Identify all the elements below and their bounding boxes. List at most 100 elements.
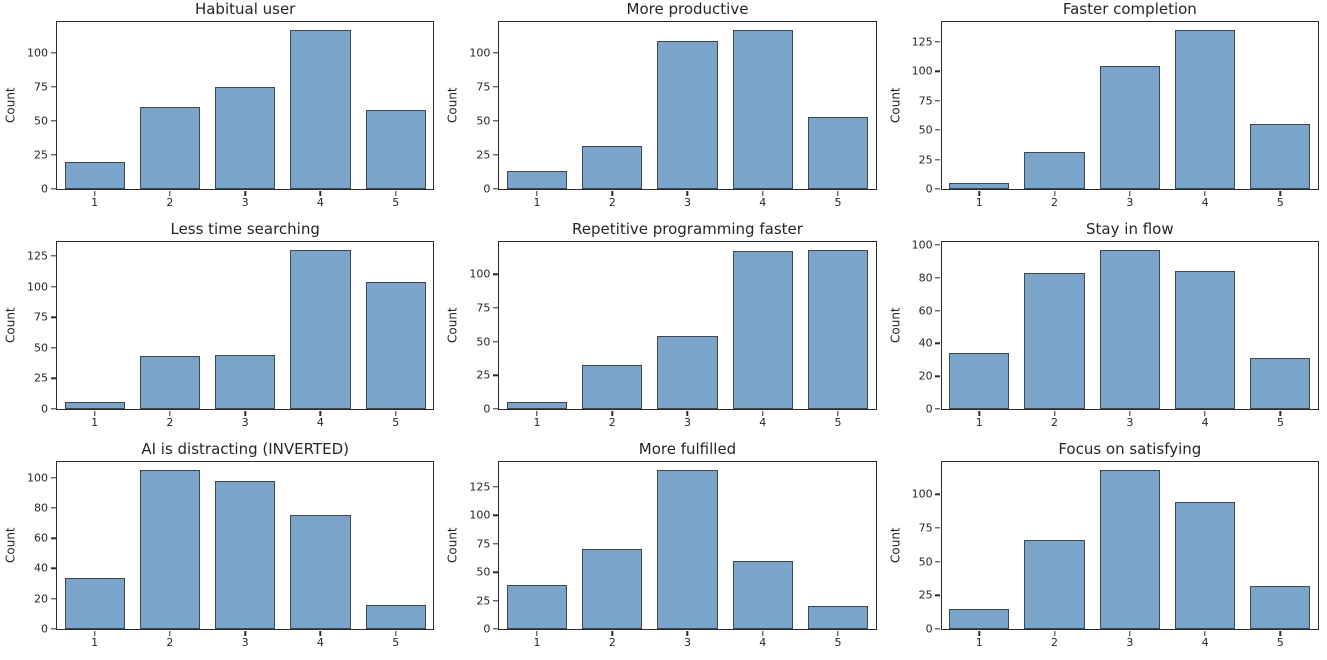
bar-category-1 (949, 353, 1010, 409)
y-tick-mark (50, 316, 56, 318)
x-tick-mark (837, 630, 839, 636)
bar-category-3 (657, 469, 718, 629)
y-axis-label: Count (3, 527, 18, 564)
bar-category-5 (1250, 124, 1311, 189)
bar-category-5 (807, 116, 869, 189)
x-tick-mark (536, 630, 538, 636)
bar-category-5 (1250, 585, 1311, 629)
y-tick-mark (50, 86, 56, 88)
y-tick-mark (492, 408, 498, 410)
x-tick-label: 5 (834, 196, 842, 209)
y-tick-label: 20 (918, 369, 933, 383)
x-tick-mark (978, 410, 980, 416)
y-tick-mark (492, 543, 498, 545)
bar-category-2 (139, 107, 200, 189)
x-tick-mark (1129, 630, 1131, 636)
bar-category-5 (365, 110, 426, 189)
plot-area: 0 20 40 60 80 100 1 2 3 4 5 (912, 240, 1319, 428)
chart-title: Habitual user (194, 0, 296, 18)
x-tick-mark (837, 410, 839, 416)
y-tick-label: 50 (476, 114, 491, 128)
x-tick-label: 4 (759, 636, 767, 649)
bar-category-2 (1024, 540, 1085, 629)
y-tick-mark (935, 158, 941, 161)
x-tick-mark (169, 410, 171, 416)
bar-category-2 (582, 549, 643, 629)
y-tick-label: 50 (918, 555, 933, 569)
bar-category-5 (365, 281, 426, 409)
x-tick-label: 4 (1201, 196, 1209, 209)
y-tick-label: 100 (911, 487, 933, 501)
x-tick-mark (169, 190, 171, 196)
x-tick-mark (319, 190, 322, 196)
y-tick-label: 25 (476, 148, 491, 162)
x-tick-label: 4 (316, 636, 324, 649)
y-tick-mark (50, 628, 56, 630)
x-tick-mark (536, 190, 538, 196)
y-axis-label: Count (3, 307, 18, 344)
x-tick-label: 3 (683, 636, 691, 649)
bar-category-3 (1099, 66, 1160, 189)
x-tick-mark (762, 410, 764, 416)
subplot-more-fulfilled: More fulfilled Count 0 25 50 75 100 125 1 2 3 4 5 (442, 440, 884, 660)
y-axis-label: Count (445, 527, 460, 564)
y-tick-mark (492, 628, 498, 630)
y-tick-mark (50, 154, 56, 156)
y-tick-label: 75 (476, 80, 491, 94)
x-tick-mark (1129, 190, 1131, 196)
x-tick-label: 5 (1276, 416, 1284, 429)
bar-category-2 (582, 364, 643, 409)
x-tick-mark (319, 630, 322, 636)
x-tick-mark (1279, 190, 1282, 196)
x-tick-mark (978, 630, 980, 636)
x-tick-label: 5 (392, 196, 400, 209)
x-tick-mark (394, 190, 397, 196)
x-tick-label: 4 (1201, 636, 1209, 649)
x-tick-label: 5 (392, 636, 400, 649)
x-tick-mark (1204, 410, 1206, 416)
y-tick-label: 25 (918, 153, 933, 167)
y-tick-label: 0 (41, 182, 48, 196)
y-tick-mark (935, 309, 941, 312)
y-tick-mark (935, 342, 941, 345)
y-tick-mark (50, 567, 56, 570)
bar-category-1 (506, 171, 568, 189)
y-tick-mark (935, 628, 941, 630)
x-tick-mark (1279, 630, 1282, 636)
x-tick-label: 3 (1126, 636, 1134, 649)
x-tick-mark (1053, 630, 1056, 636)
x-tick-label: 2 (608, 416, 616, 429)
subplot-less-time-searching: Less time searching Count 0 25 50 75 100 125 1 2 3… (0, 220, 442, 440)
y-tick-mark (935, 188, 941, 190)
bar-category-1 (506, 402, 568, 409)
plot-area: 0 25 50 75 100 1 2 3 4 5 (469, 21, 877, 208)
y-tick-label: 100 (469, 267, 491, 281)
y-tick-label: 40 (918, 336, 933, 350)
y-tick-mark (935, 41, 941, 43)
bar-category-1 (949, 608, 1010, 629)
plot-area: 0 25 50 75 100 125 1 2 3 4 5 (27, 241, 435, 428)
y-tick-label: 80 (34, 501, 48, 515)
bar-category-3 (215, 480, 276, 629)
y-tick-mark (492, 120, 498, 122)
y-tick-label: 60 (34, 531, 48, 545)
y-tick-label: 50 (476, 335, 491, 349)
y-tick-label: 50 (34, 114, 48, 128)
bar-category-1 (506, 584, 568, 629)
y-tick-label: 50 (918, 123, 933, 137)
bar-category-1 (64, 401, 125, 409)
x-tick-label: 5 (834, 636, 842, 649)
y-tick-mark (935, 493, 941, 495)
y-tick-mark (50, 408, 56, 410)
x-tick-label: 2 (608, 636, 616, 649)
x-tick-label: 5 (1276, 196, 1284, 209)
y-tick-label: 125 (911, 35, 933, 49)
x-tick-label: 1 (533, 196, 541, 209)
plot-area: 0 25 50 75 100 125 1 2 3 4 5 (912, 21, 1319, 208)
y-tick-label: 50 (34, 341, 48, 355)
y-tick-mark (935, 408, 941, 410)
y-tick-label: 50 (476, 565, 491, 579)
x-tick-label: 5 (834, 416, 842, 429)
x-tick-mark (244, 630, 246, 636)
x-tick-mark (1279, 410, 1282, 416)
